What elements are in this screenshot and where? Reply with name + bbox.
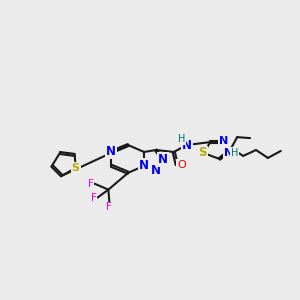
Text: N: N <box>106 146 116 158</box>
Text: S: S <box>72 163 80 173</box>
Text: F: F <box>88 179 94 189</box>
Text: N: N <box>158 153 168 167</box>
Text: S: S <box>198 146 207 160</box>
Text: N: N <box>139 159 149 172</box>
Text: N: N <box>182 139 192 152</box>
Text: N: N <box>224 148 233 158</box>
Text: H: H <box>178 134 185 144</box>
Text: H: H <box>230 148 238 158</box>
Text: F: F <box>91 193 97 202</box>
Text: N: N <box>151 164 161 177</box>
Text: O: O <box>177 160 186 170</box>
Text: F: F <box>106 202 112 212</box>
Text: N: N <box>219 136 228 146</box>
